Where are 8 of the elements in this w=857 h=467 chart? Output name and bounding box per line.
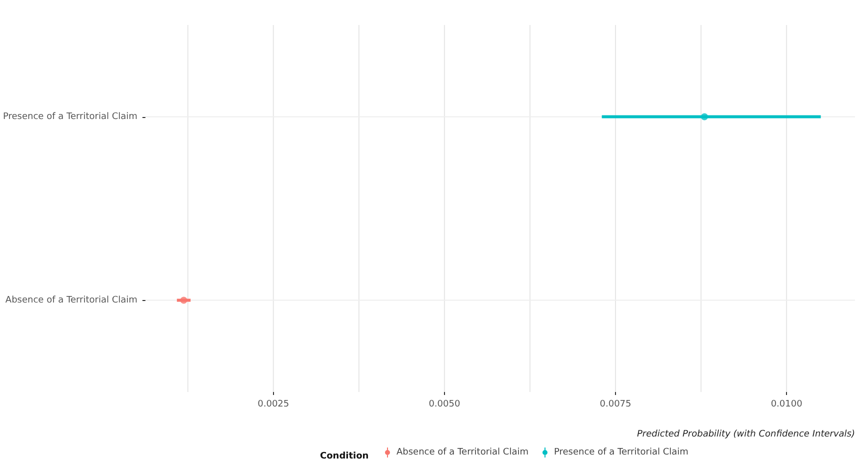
x-axis-title: Predicted Probability (with Confidence Intervals) [637,430,855,440]
legend-title: Condition [320,452,369,462]
x-tick-label: 0.0025 [258,400,290,410]
legend-label: Presence of a Territorial Claim [554,448,688,458]
legend-label: Absence of a Territorial Claim [396,448,528,458]
x-tick-label: 0.0100 [770,400,803,410]
x-tick-label: 0.0075 [600,400,632,410]
x-tick-label: 0.0050 [428,400,460,410]
